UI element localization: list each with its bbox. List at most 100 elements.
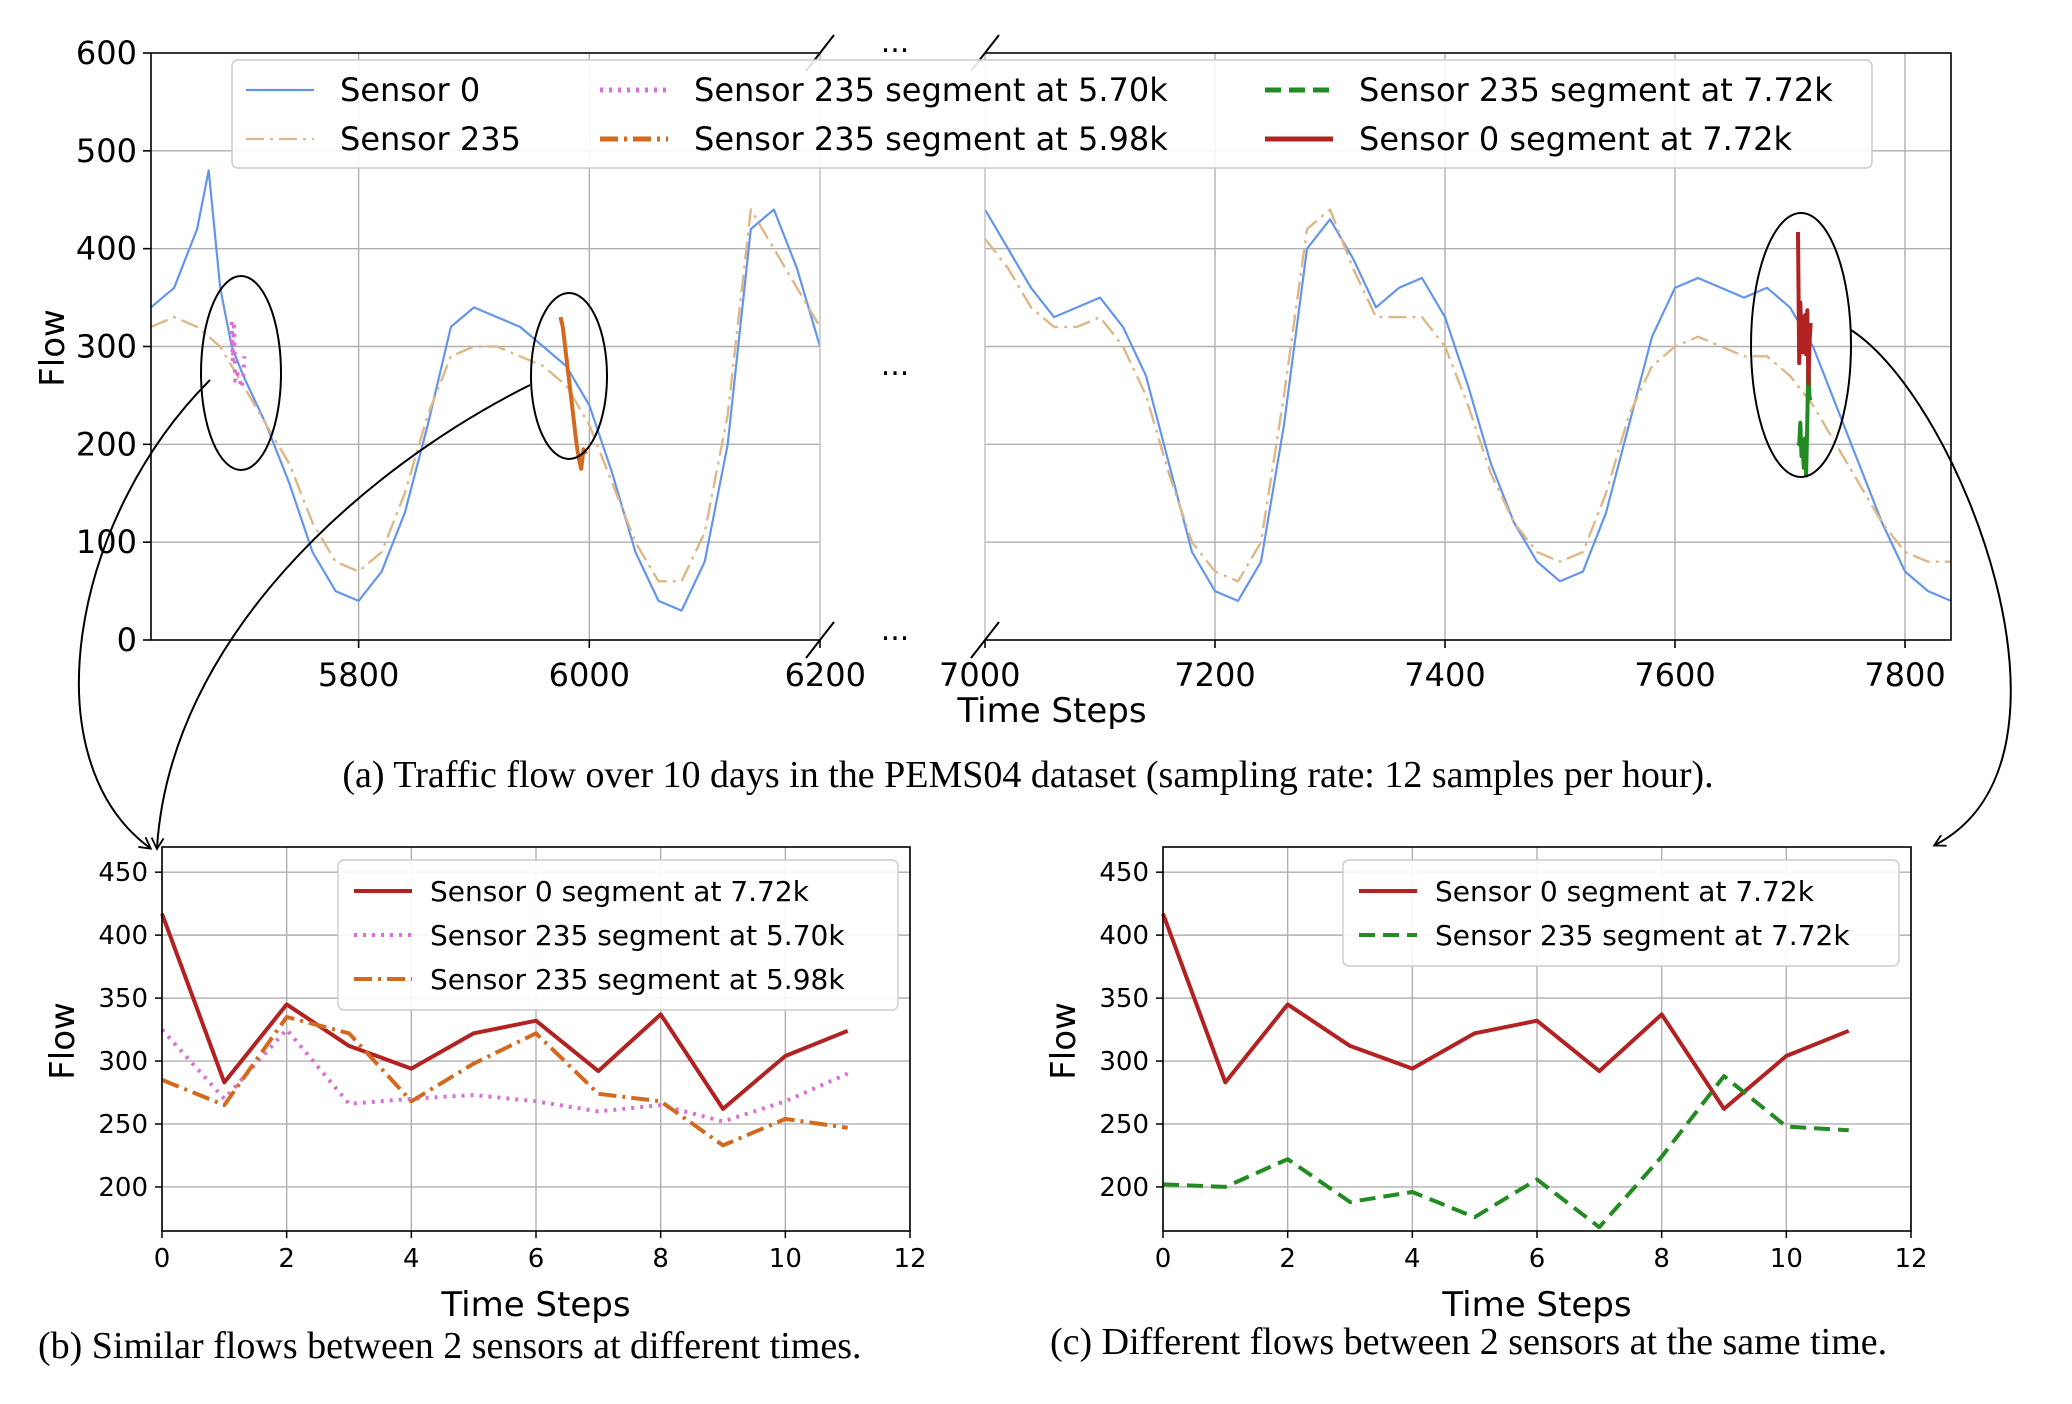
panel-c-line-sensor-0-segment-at-7-72k <box>1161 913 1850 1111</box>
panel-a-ytick-400: 400 <box>76 230 137 268</box>
panel-a-xtick-7400: 7400 <box>1404 656 1485 694</box>
panel-c-ytick-350: 350 <box>1099 984 1149 1014</box>
panel-a-ytick-0: 0 <box>117 621 137 659</box>
panel-a-xtick-7200: 7200 <box>1174 656 1255 694</box>
panel-a-xtick-7600: 7600 <box>1634 656 1715 694</box>
panel-c-ylabel: Flow <box>1044 1002 1084 1080</box>
panel-b-ylabel: Flow <box>43 1002 83 1080</box>
panel-b-legend-label-sensor-0-segment-at-7-72k: Sensor 0 segment at 7.72k <box>430 875 810 908</box>
panel-b-legend-box <box>337 859 899 1011</box>
panel-c-legend-label-sensor-0-segment-at-7-72k: Sensor 0 segment at 7.72k <box>1435 875 1815 908</box>
panel-a-line-sensor-235-1 <box>985 208 1951 583</box>
break-marker-bottom: ... <box>881 613 910 648</box>
panel-b-ytick-200: 200 <box>98 1173 148 1203</box>
highlight-ellipses <box>200 212 1852 478</box>
panel-c-frame <box>1162 846 1912 1232</box>
panel-a-legend: Sensor 0 Sensor 235 Sensor 235 segment at … <box>231 59 1873 169</box>
panel-b-ytick-450: 450 <box>98 858 148 888</box>
panel-c-line-sensor-235-segment-at-7-72k <box>1162 1074 1849 1230</box>
panel-b-ytick-400: 400 <box>98 921 148 951</box>
caption-c: (c) Different flows between 2 sensors at… <box>1050 1321 1887 1363</box>
panel-a-xtick-7000: 7000 <box>939 656 1020 694</box>
panel-c-legend-label-sensor-235-segment-at-7-72k: Sensor 235 segment at 7.72k <box>1435 919 1850 952</box>
panel-c-xlabel: Time Steps <box>1441 1285 1631 1325</box>
connector-arrows <box>77 329 2012 851</box>
panel-a-xtick-6200: 6200 <box>785 656 866 694</box>
panel-b-line-sensor-235-segment-at-5-98k <box>161 1015 848 1148</box>
panel-a-ytick-500: 500 <box>76 132 137 170</box>
panel-a-ylabel: Flow <box>33 309 73 387</box>
panel-b-xtick-0: 0 <box>154 1244 171 1274</box>
panel-c-ytick-250: 250 <box>1099 1110 1149 1140</box>
panel-b-ytick-300: 300 <box>98 1047 148 1077</box>
panel-b-frame <box>161 846 911 1232</box>
caption-b: (b) Similar flows between 2 sensors at d… <box>38 1325 862 1367</box>
panel-c-xtick-4: 4 <box>1404 1244 1421 1274</box>
panel-c-xtick-2: 2 <box>1279 1244 1296 1274</box>
panel-a-line-sensor-235-segment-at-5-98k-0 <box>558 316 588 471</box>
panel-b-ytick-250: 250 <box>98 1110 148 1140</box>
panel-a-xtick-7800: 7800 <box>1864 656 1945 694</box>
panel-c-legend-box <box>1342 859 1900 967</box>
panel-c-xtick-10: 10 <box>1770 1244 1803 1274</box>
panel-b-xtick-12: 12 <box>893 1244 926 1274</box>
panel-b-xtick-2: 2 <box>278 1244 295 1274</box>
panel-c-tick-labels: 200 250 300 350 400 450 0 2 4 6 8 10 12 <box>1099 858 1927 1274</box>
panel-a-right-frame <box>985 52 1952 641</box>
panel-b-tick-labels: 200 250 300 350 400 450 0 2 4 6 8 10 12 <box>98 858 926 1274</box>
panel-c-ytick-400: 400 <box>1099 921 1149 951</box>
caption-a: (a) Traffic flow over 10 days in the PEM… <box>342 754 1713 796</box>
highlight-ellipse-7-72k <box>1750 212 1852 478</box>
panel-a-legend-label-sensor-235-segment-at-5-70k: Sensor 235 segment at 5.70k <box>694 71 1168 109</box>
break-marker-top: ... <box>881 25 910 60</box>
panel-c-xtick-8: 8 <box>1653 1244 1670 1274</box>
panel-b-series <box>160 913 849 1148</box>
panel-b-xtick-6: 6 <box>528 1244 545 1274</box>
panel-b-xtick-10: 10 <box>769 1244 802 1274</box>
panel-b-xlabel: Time Steps <box>440 1285 630 1325</box>
arrow-to-panel-b-2 <box>150 384 531 851</box>
panel-a-ytick-300: 300 <box>76 328 137 366</box>
panel-a-legend-label-sensor-235-segment-at-7-72k: Sensor 235 segment at 7.72k <box>1359 71 1833 109</box>
panel-a-line-sensor-235-0 <box>151 208 820 583</box>
panel-b-legend-label-sensor-235-segment-at-5-70k: Sensor 235 segment at 5.70k <box>430 919 845 952</box>
panel-b-xtick-8: 8 <box>652 1244 669 1274</box>
panel-b-line-sensor-0-segment-at-7-72k <box>160 913 849 1111</box>
panel-c-legend: Sensor 0 segment at 7.72k Sensor 235 segm… <box>1342 859 1900 967</box>
panel-a-xtick-6000: 6000 <box>549 656 630 694</box>
panel-a-legend-label-sensor-0-segment-at-7-72k: Sensor 0 segment at 7.72k <box>1359 120 1793 158</box>
arrow-to-panel-c <box>1850 329 2012 847</box>
panel-a-xtick-5800: 5800 <box>318 656 399 694</box>
panel-c-xtick-6: 6 <box>1529 1244 1546 1274</box>
panel-b-ytick-350: 350 <box>98 984 148 1014</box>
break-marker-middle: ... <box>881 348 910 383</box>
panel-a-line-sensor-235-segment-at-5-70k-0 <box>229 320 247 390</box>
panel-a-ytick-600: 600 <box>76 34 137 72</box>
panel-a-line-sensor-0-1 <box>985 208 1951 602</box>
panel-b-legend-label-sensor-235-segment-at-5-98k: Sensor 235 segment at 5.98k <box>430 963 845 996</box>
arrow-to-panel-b-1 <box>77 379 211 850</box>
highlight-ellipse-5-70k <box>200 275 282 471</box>
panel-c-xtick-0: 0 <box>1155 1244 1172 1274</box>
panel-b-line-sensor-235-segment-at-5-70k <box>160 1027 849 1124</box>
panel-c-series <box>1161 913 1850 1230</box>
panel-c-different-flows-chart: 200 250 300 350 400 450 0 2 4 6 8 10 12 Time Steps F… <box>1044 846 1928 1325</box>
panel-a-ytick-200: 200 <box>76 425 137 463</box>
panel-b-xtick-4: 4 <box>403 1244 420 1274</box>
highlight-ellipse-5-98k <box>530 292 608 460</box>
panel-a-xlabel: Time Steps <box>956 691 1146 731</box>
panel-a-series <box>151 169 1951 612</box>
panel-a-line-sensor-0-segment-at-7-72k-1 <box>1796 231 1813 386</box>
panel-c-ytick-300: 300 <box>1099 1047 1149 1077</box>
panel-a-legend-label-sensor-0: Sensor 0 <box>340 71 480 109</box>
panel-b-similar-flows-chart: 200 250 300 350 400 450 0 2 4 6 8 10 12 Time Steps F… <box>43 846 927 1325</box>
panel-a-legend-label-sensor-235: Sensor 235 <box>340 120 521 158</box>
panel-c-ytick-200: 200 <box>1099 1173 1149 1203</box>
panel-b-legend: Sensor 0 segment at 7.72k Sensor 235 segm… <box>337 859 899 1011</box>
panel-a-line-sensor-0-0 <box>151 169 820 612</box>
panel-c-ytick-450: 450 <box>1099 858 1149 888</box>
panel-a-legend-label-sensor-235-segment-at-5-98k: Sensor 235 segment at 5.98k <box>694 120 1168 158</box>
panel-c-xtick-12: 12 <box>1894 1244 1927 1274</box>
